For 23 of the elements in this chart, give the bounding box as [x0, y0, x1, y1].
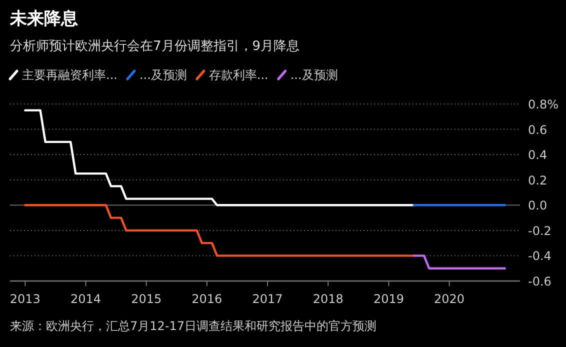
subtitle: 分析师预计欧洲央行会在7月份调整指引，9月降息 [10, 39, 300, 54]
xtick: 2014 [70, 292, 102, 306]
ytick: 0.4 [528, 148, 548, 162]
xtick: 2020 [434, 292, 465, 306]
xtick: 2016 [192, 292, 222, 306]
legend: ...及预测 [290, 68, 338, 82]
legend: ...及预测 [139, 68, 187, 82]
xtick: 2019 [373, 292, 404, 306]
ytick: 0.0 [528, 198, 548, 213]
annotation: 来源：欧洲央行，汇总7月12-17日调查结果和研究报告中的官方预测 [10, 319, 377, 333]
xtick: 2018 [312, 292, 344, 306]
xtick: 2015 [131, 292, 162, 306]
xtick: 2013 [10, 292, 40, 306]
ytick: -0.2 [528, 224, 552, 238]
ytick: -0.4 [528, 249, 552, 264]
ytick: 0.8% [528, 98, 558, 112]
title: 未来降息 [10, 9, 78, 29]
ytick: -0.6 [528, 274, 552, 288]
legend: 主要再融资利率... [22, 68, 118, 82]
ytick: 0.6 [528, 122, 548, 137]
legend: 存款利率... [208, 68, 268, 82]
xtick: 2017 [252, 292, 283, 306]
ytick: 0.2 [528, 173, 548, 188]
